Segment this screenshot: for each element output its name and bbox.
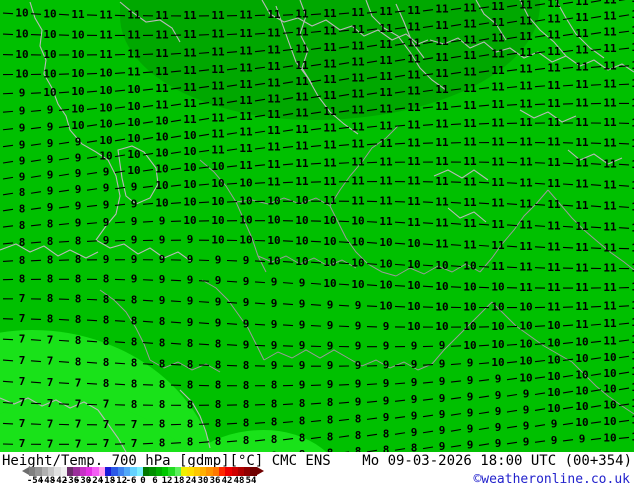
color-swatch xyxy=(149,467,156,476)
color-scale-tick-label: -48 xyxy=(38,476,56,486)
color-swatch xyxy=(85,467,93,476)
map-canvas[interactable]: 1111111111111111111111111010101111111111… xyxy=(0,0,634,452)
color-swatch xyxy=(92,467,99,476)
valid-time-stamp: Mo 09-03-2026 18:00 UTC (00+354) xyxy=(362,453,632,469)
color-swatch xyxy=(225,467,232,476)
color-swatch xyxy=(73,467,80,476)
color-swatch xyxy=(41,467,48,476)
color-swatch xyxy=(54,467,61,476)
color-swatch xyxy=(66,467,74,476)
color-swatch xyxy=(29,467,36,476)
color-scale-tick-label: -54 xyxy=(26,476,44,486)
color-swatch xyxy=(98,467,105,476)
color-scale-tick-label: 48 xyxy=(233,476,245,486)
color-swatch xyxy=(218,467,226,476)
color-scale-tick-label: 30 xyxy=(197,476,209,486)
color-swatch xyxy=(199,467,207,476)
color-swatch xyxy=(136,467,143,476)
color-scale-tick-label: -36 xyxy=(62,476,80,486)
color-scale-tick-label: 24 xyxy=(185,476,197,486)
color-scale-left-arrow xyxy=(22,467,29,475)
color-swatch xyxy=(161,467,169,476)
color-scale-tick-label: 18 xyxy=(173,476,185,486)
color-scale-tick-label: 42 xyxy=(221,476,233,486)
color-swatch xyxy=(168,467,175,476)
color-swatch xyxy=(117,467,124,476)
color-swatch xyxy=(250,467,257,476)
color-swatch xyxy=(79,467,86,476)
color-swatch xyxy=(47,467,55,476)
chart-title: Height/Temp. 700 hPa [gdmp][°C] CMC ENS xyxy=(2,453,331,469)
color-swatch xyxy=(111,467,118,476)
color-scale-tick-label: 12 xyxy=(161,476,173,486)
color-swatch xyxy=(123,467,131,476)
color-swatch xyxy=(193,467,200,476)
color-swatch xyxy=(244,467,251,476)
color-swatch xyxy=(231,467,238,476)
color-scale-tick-label: 6 xyxy=(152,476,158,486)
color-swatch xyxy=(142,467,150,476)
color-swatch xyxy=(155,467,162,476)
color-swatch xyxy=(206,467,213,476)
color-scale-tick-label: -42 xyxy=(50,476,68,486)
color-scale-tick-label: 0 xyxy=(140,476,146,486)
color-swatch xyxy=(130,467,137,476)
color-swatch xyxy=(187,467,194,476)
color-swatch xyxy=(237,467,245,476)
color-scale-tick-label: -6 xyxy=(125,476,137,486)
color-swatch xyxy=(60,467,67,476)
color-scale-tick-label: -30 xyxy=(74,476,92,486)
color-scale-bar[interactable] xyxy=(22,467,264,476)
color-scale-tick-label: -18 xyxy=(98,476,116,486)
color-scale[interactable]: -54 -48 -42 -36 -30 -24 -18 -12 -6 0 6 12 18 24 30 36 42… xyxy=(22,467,264,486)
chart-footer: Height/Temp. 700 hPa [gdmp][°C] CMC ENS … xyxy=(0,452,634,490)
color-swatch xyxy=(104,467,112,476)
color-swatch xyxy=(212,467,219,476)
color-scale-ticks: -54 -48 -42 -36 -30 -24 -18 -12 -6 0 6 12 18 24 30 36 42… xyxy=(22,476,264,486)
color-swatch xyxy=(35,467,42,476)
coastline-layer xyxy=(0,0,634,452)
color-scale-tick-label: -12 xyxy=(110,476,128,486)
color-scale-tick-label: 54 xyxy=(245,476,257,486)
color-swatch xyxy=(174,467,181,476)
color-scale-right-arrow xyxy=(256,467,264,475)
color-scale-tick-label: 36 xyxy=(209,476,221,486)
copyright-label: ©weatheronline.co.uk xyxy=(473,472,630,487)
color-scale-tick-label: -24 xyxy=(86,476,104,486)
color-swatch xyxy=(180,467,188,476)
